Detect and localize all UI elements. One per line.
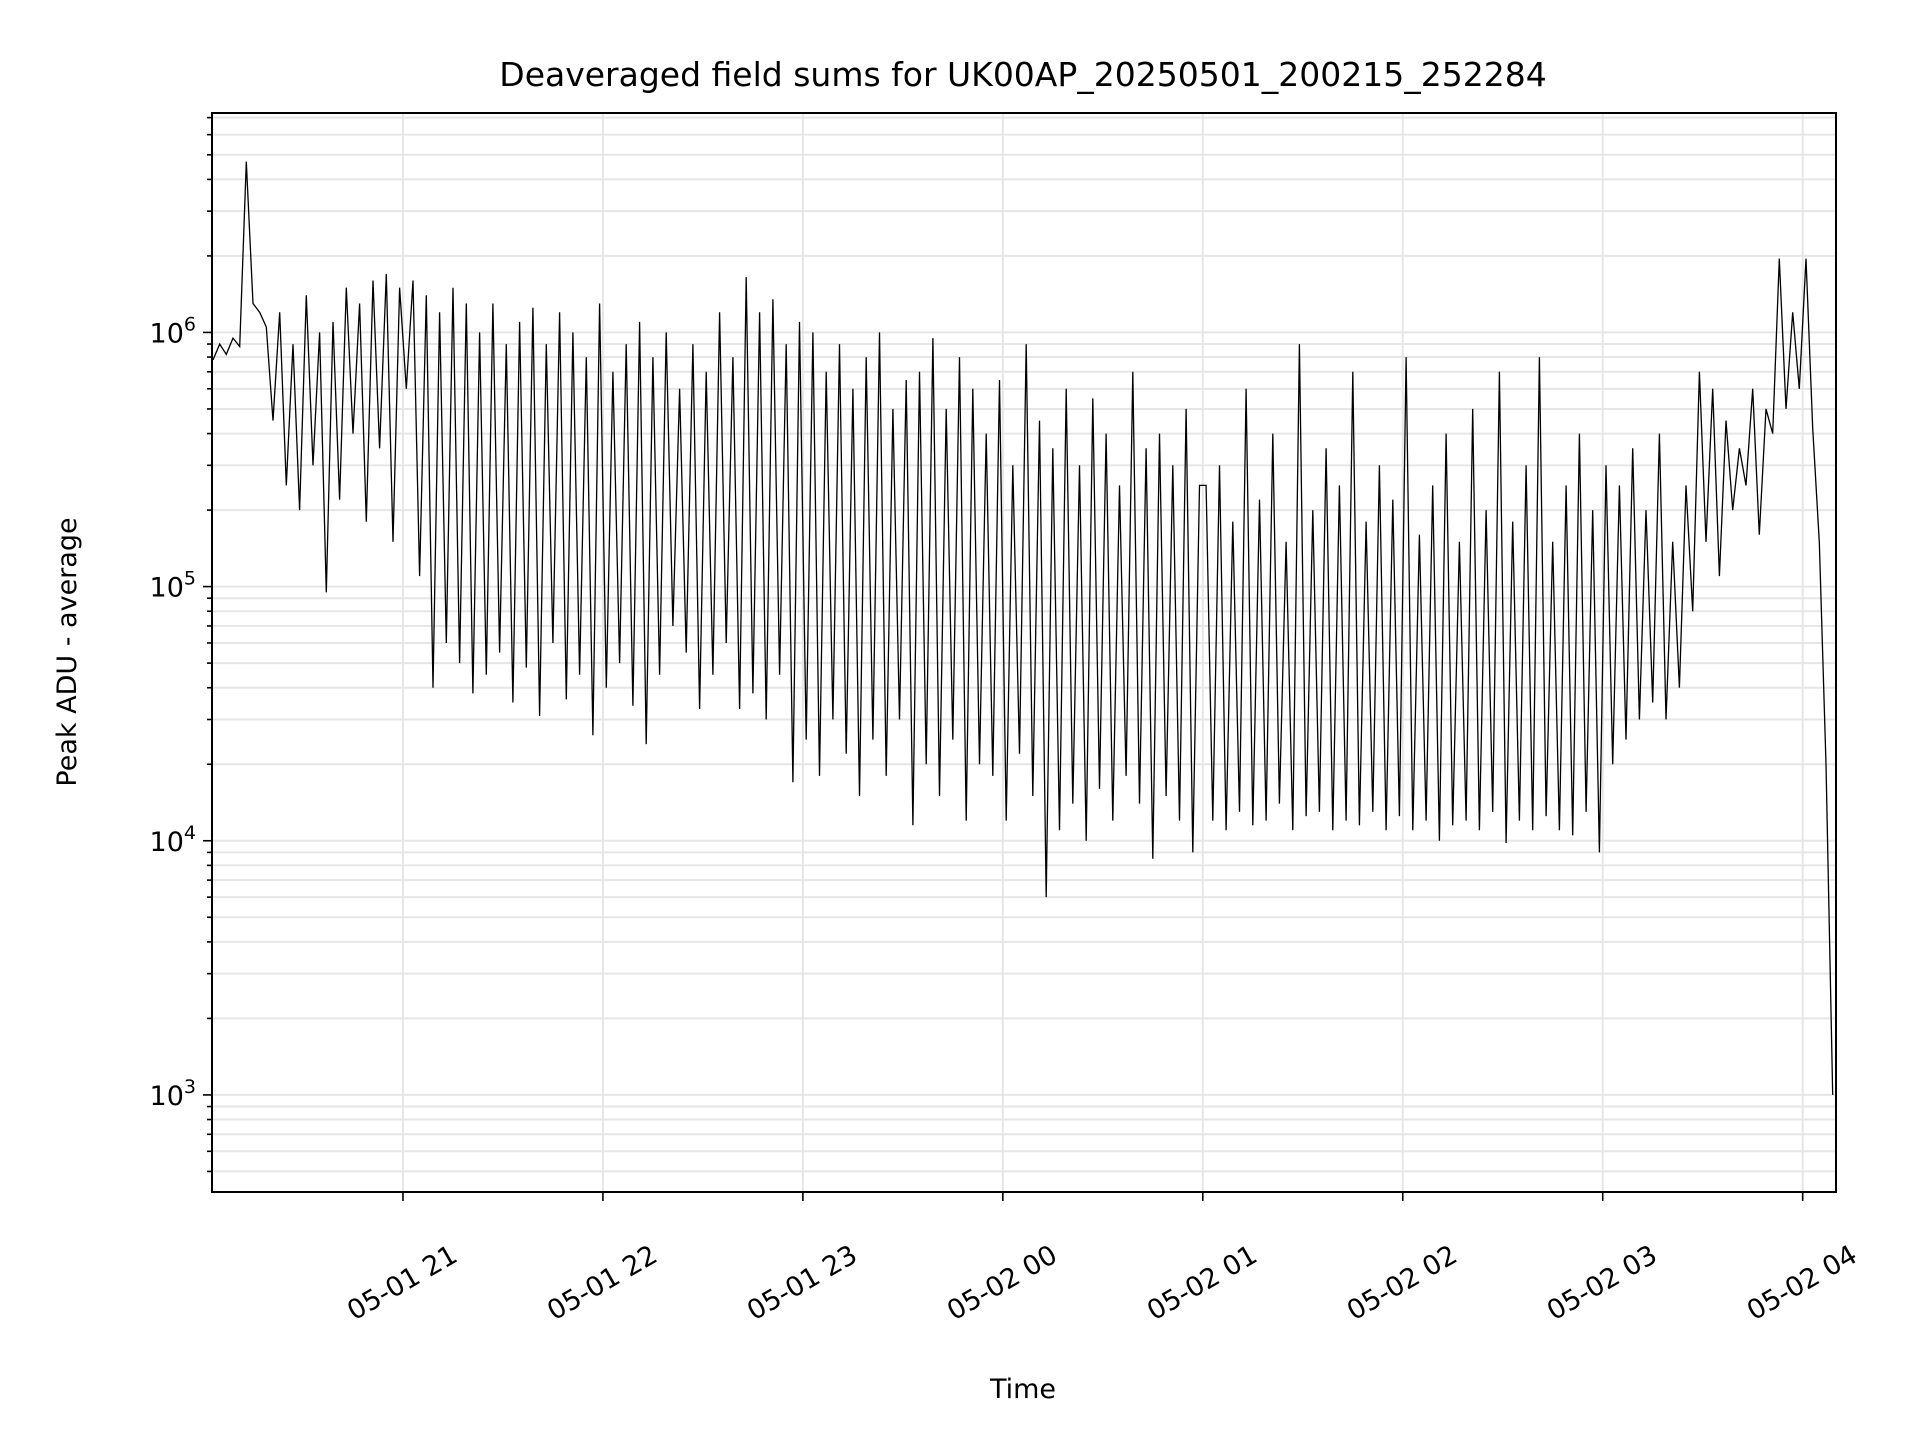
- y-tick-exponent: 6: [184, 313, 196, 335]
- x-tick-label: 05-02 03: [1542, 1239, 1663, 1327]
- y-tick-exponent: 5: [184, 568, 196, 590]
- x-tick-label: 05-02 04: [1742, 1239, 1863, 1327]
- grid: [212, 113, 1836, 1192]
- y-tick-label: 104: [150, 822, 196, 858]
- chart-title: Deaveraged field sums for UK00AP_2025050…: [499, 55, 1546, 94]
- y-tick-base: 10: [150, 573, 184, 604]
- x-tick-label: 05-02 01: [1142, 1239, 1263, 1327]
- y-tick-label: 105: [150, 568, 196, 604]
- x-tick-label: 05-01 22: [542, 1239, 663, 1327]
- x-tick-label: 05-01 21: [342, 1239, 463, 1327]
- y-tick-base: 10: [150, 318, 184, 349]
- y-tick-label: 103: [150, 1076, 196, 1112]
- y-axis-label: Peak ADU - average: [52, 517, 83, 786]
- x-tick-label: 05-02 02: [1342, 1239, 1463, 1327]
- x-tick-label: 05-01 23: [742, 1239, 863, 1327]
- y-tick-base: 10: [150, 827, 184, 858]
- axis-ticks: 05-01 21 05-01 22 05-01 23 05-02 00 05-02 01…: [150, 116, 1863, 1327]
- x-axis-label: Time: [989, 1374, 1056, 1405]
- y-tick-exponent: 4: [184, 822, 196, 844]
- y-tick-base: 10: [150, 1081, 184, 1112]
- x-tick-label: 05-02 00: [942, 1239, 1063, 1327]
- series-line: [212, 161, 1834, 1095]
- y-tick-exponent: 3: [184, 1076, 196, 1098]
- plot-area: [212, 161, 1834, 1096]
- axes-frame: [211, 112, 1837, 1193]
- y-tick-label: 106: [150, 313, 196, 349]
